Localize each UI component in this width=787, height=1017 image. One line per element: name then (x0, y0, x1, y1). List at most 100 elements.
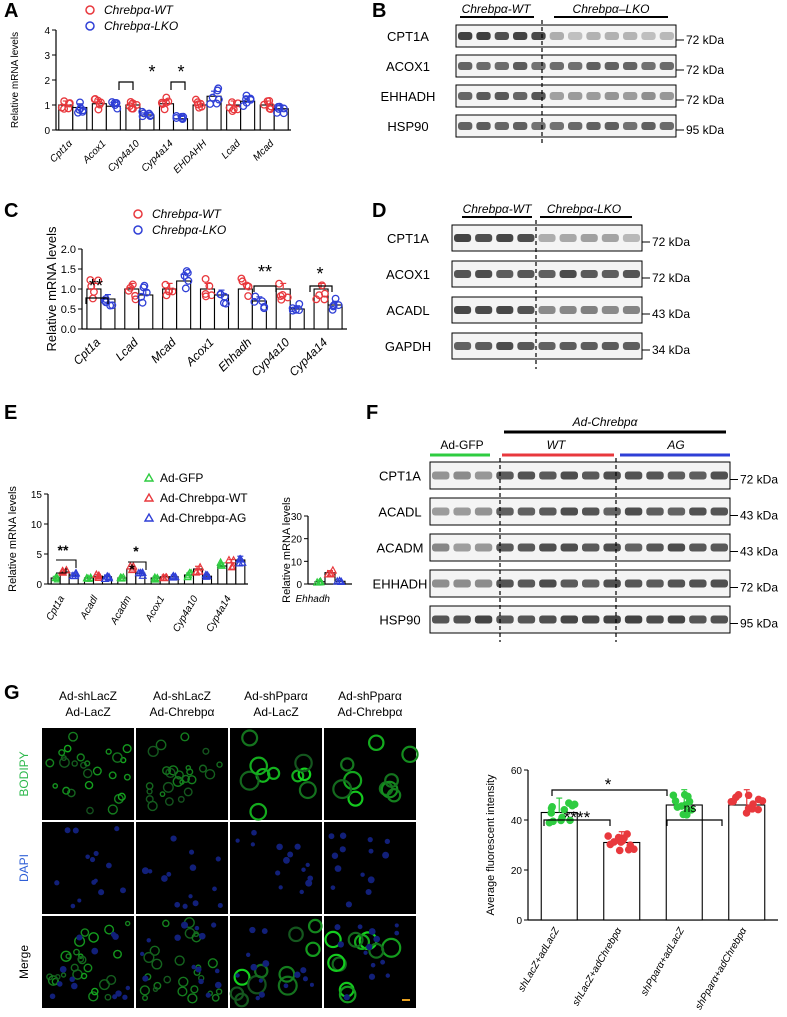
lipid-droplet (84, 780, 94, 790)
kda-label: 95 kDa (740, 617, 778, 631)
blot-band (646, 615, 664, 624)
nucleus (56, 981, 63, 987)
y-tick-label: 1 (44, 101, 50, 112)
data-point (152, 573, 162, 582)
data-point (320, 295, 329, 304)
blot-band (453, 615, 471, 624)
nucleus (195, 966, 202, 973)
nucleus (115, 990, 122, 997)
sig-star-g2: **** (564, 808, 591, 827)
blot-band (475, 306, 493, 314)
legend-label-ag: Ad-Chrebpα-AG (160, 511, 246, 525)
blot-band (559, 306, 577, 314)
x-tick-label: Mcad (148, 335, 179, 366)
kda-label: 72 kDa (740, 473, 778, 487)
data-point (229, 105, 238, 114)
blot-band (539, 615, 557, 624)
blot-band (560, 507, 578, 516)
data-point (560, 805, 569, 814)
data-point (205, 282, 214, 290)
data-point (181, 284, 190, 293)
y-tick-label: 30 (291, 512, 303, 523)
data-point (729, 797, 738, 806)
data-point (203, 570, 212, 579)
kda-label: 43 kDa (652, 307, 690, 321)
blot-band (659, 62, 674, 70)
kda-label: 72 kDa (686, 63, 724, 77)
kda-label: 43 kDa (740, 509, 778, 523)
lipid-droplet (386, 787, 402, 803)
x-tick-label: shLacZ+adChrebpα (571, 926, 625, 1008)
nucleus (275, 870, 281, 876)
lipid-droplet (183, 787, 193, 797)
blot-band (667, 471, 686, 480)
blot-band (476, 32, 491, 40)
nucleus (246, 952, 251, 957)
panel-letter-d: D (372, 200, 387, 222)
blot-band (531, 92, 546, 100)
data-point (279, 104, 288, 113)
data-point (64, 104, 73, 113)
group-label-lko: Chrebpα-LKO (547, 202, 621, 216)
nucleus (343, 994, 350, 1001)
panel-letter-c: C (4, 200, 19, 222)
blot-band (474, 615, 493, 624)
kda-label: 72 kDa (652, 235, 690, 249)
column-label-line2: Ad-Chrebpα (150, 705, 215, 719)
sig-star-a1: * (148, 62, 155, 82)
blot-band (586, 92, 601, 100)
nucleus (69, 976, 75, 983)
blot-label: CPT1A (387, 231, 429, 246)
data-point (216, 290, 225, 299)
sig-bracket-g3 (666, 819, 723, 826)
data-point (549, 817, 557, 826)
data-point (60, 104, 69, 113)
sig-star-e1: ** (58, 542, 69, 558)
y-tick-label: 0 (296, 580, 302, 591)
data-point (734, 791, 743, 799)
y-tick-label: 0.0 (61, 324, 76, 336)
blot-band (622, 270, 640, 278)
blot-band (710, 615, 728, 624)
blot-band (604, 62, 619, 70)
y-tick-label: 10 (31, 520, 43, 531)
lipid-droplet (46, 973, 54, 981)
blot-band (496, 615, 514, 624)
panel-letter-b: B (372, 0, 387, 22)
lipid-droplet (249, 756, 269, 776)
column-label-line2: Ad-Chrebpα (338, 705, 403, 719)
data-point (162, 572, 171, 581)
lipid-droplet (297, 767, 312, 782)
nucleus (262, 960, 270, 968)
data-point (244, 282, 253, 291)
data-point (168, 287, 177, 296)
micrograph-tile (230, 916, 322, 1008)
nucleus (189, 849, 195, 855)
blot-label: ACADL (386, 303, 429, 318)
lipid-droplet (88, 932, 99, 943)
data-point (93, 571, 103, 580)
blot-membrane (455, 114, 677, 138)
blot-band (538, 306, 556, 314)
bar (728, 804, 766, 921)
data-point (101, 295, 110, 303)
lipid-droplet (204, 768, 216, 780)
nucleus (91, 947, 99, 955)
nucleus (54, 880, 60, 886)
blot-band (496, 234, 514, 242)
data-point (610, 838, 618, 846)
kda-label: 72 kDa (686, 93, 724, 107)
data-point (164, 287, 173, 296)
y-tick-label: 5 (36, 550, 42, 561)
data-point (113, 104, 122, 113)
panel-g-images: Ad-shLacZ Ad-LacZ Ad-shLacZ Ad-Chrebpα Ad-sh… (0, 680, 460, 1017)
nucleus (161, 875, 168, 882)
lipid-droplet (367, 734, 385, 752)
y-tick-label: 3 (44, 51, 50, 62)
blot-band (454, 306, 472, 314)
data-point (283, 293, 292, 302)
legend-label-wt: Chrebpα-WT (104, 3, 175, 17)
nucleus (91, 879, 97, 885)
nucleus (174, 901, 181, 908)
blot-band (582, 615, 600, 624)
